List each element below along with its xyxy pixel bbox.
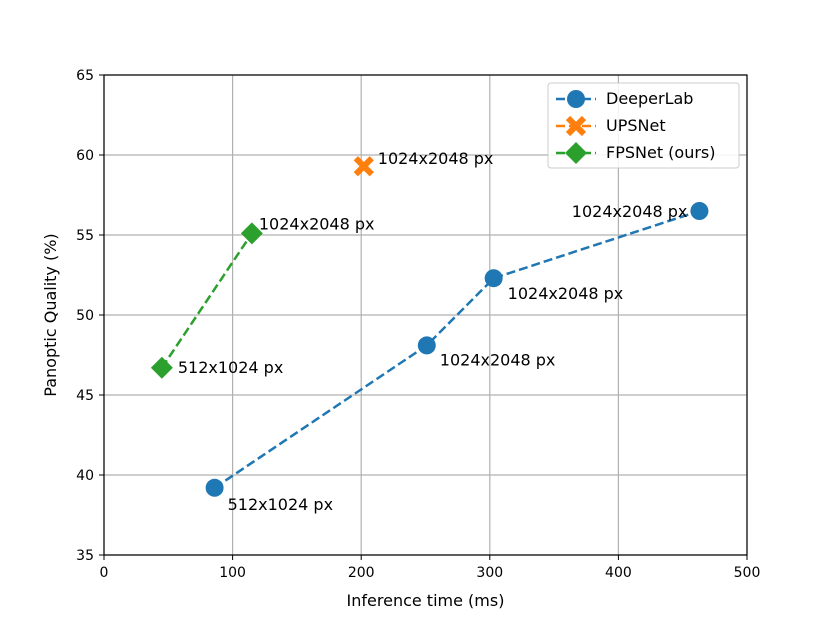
data-point xyxy=(353,156,374,177)
data-point xyxy=(690,202,709,220)
y-axis-label: Panoptic Quality (%) xyxy=(41,233,60,396)
y-tick-label: 40 xyxy=(76,468,94,484)
y-tick-label: 55 xyxy=(76,228,94,244)
grid xyxy=(103,74,748,556)
axis-ticks: 0 100 200 300 400 500 35 40 45 50 55 60 65 xyxy=(76,68,760,581)
data-label: 512x1024 px xyxy=(228,495,333,514)
data-label: 1024x2048 px xyxy=(508,284,624,303)
x-tick-label: 300 xyxy=(476,565,503,581)
data-label: 1024x2048 px xyxy=(440,350,556,369)
legend-marker xyxy=(565,142,587,164)
series-upsnet: 1024x2048 px xyxy=(353,149,494,177)
data-point xyxy=(417,336,436,355)
x-tick-label: 100 xyxy=(219,565,246,581)
legend-marker xyxy=(567,90,585,108)
data-label: 1024x2048 px xyxy=(378,149,494,168)
x-tick-label: 0 xyxy=(100,565,109,581)
y-tick-label: 45 xyxy=(76,388,94,404)
data-label: 512x1024 px xyxy=(178,358,283,377)
x-axis-label: Inference time (ms) xyxy=(347,591,505,610)
data-label: 1024x2048 px xyxy=(572,202,688,221)
data-label: 1024x2048 px xyxy=(259,214,375,233)
x-tick-label: 500 xyxy=(734,565,761,581)
y-tick-label: 35 xyxy=(76,548,94,564)
legend-box xyxy=(547,82,740,169)
series-deeperlab: 512x1024 px 1024x2048 px 1024x2048 px 1024x… xyxy=(205,202,709,514)
series-layer: 512x1024 px 1024x2048 px 1024x2048 px 1024x… xyxy=(150,149,709,514)
x-tick-label: 200 xyxy=(348,565,375,581)
series-line xyxy=(213,209,700,489)
data-point xyxy=(484,269,503,288)
data-point xyxy=(240,222,263,245)
legend-label: FPSNet (ours) xyxy=(606,143,716,162)
data-point xyxy=(150,356,173,379)
series-line xyxy=(160,232,253,369)
legend: DeeperLab UPSNet FPSNet (ours) xyxy=(547,82,740,169)
legend-label: DeeperLab xyxy=(606,89,693,108)
y-tick-label: 50 xyxy=(76,308,94,324)
y-tick-label: 60 xyxy=(76,148,94,164)
legend-label: UPSNet xyxy=(606,116,666,135)
y-tick-label: 65 xyxy=(76,68,94,84)
x-tick-label: 400 xyxy=(605,565,632,581)
legend-marker xyxy=(565,115,587,137)
data-point xyxy=(205,478,224,497)
series-fpsnet-ours: 512x1024 px 1024x2048 px xyxy=(150,214,375,379)
